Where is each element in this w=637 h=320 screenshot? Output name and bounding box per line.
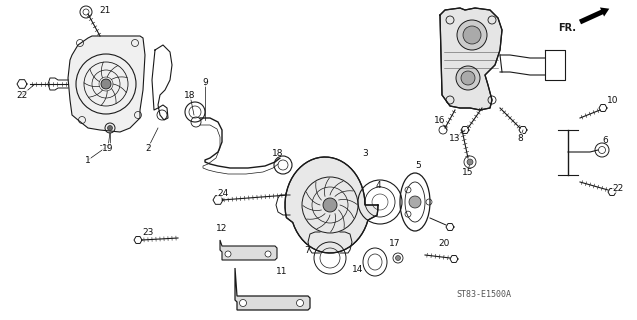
Circle shape [323,198,337,212]
Text: 22: 22 [612,183,624,193]
Polygon shape [235,268,310,310]
Circle shape [240,300,247,307]
Circle shape [409,196,421,208]
Text: 17: 17 [389,238,401,247]
Text: 18: 18 [272,148,283,157]
Text: 2: 2 [145,143,151,153]
Circle shape [265,251,271,257]
Polygon shape [68,36,145,132]
Text: 13: 13 [449,133,461,142]
Circle shape [456,66,480,90]
Text: 8: 8 [517,133,523,142]
Circle shape [225,251,231,257]
Text: 12: 12 [217,223,227,233]
Polygon shape [440,8,502,110]
Text: 23: 23 [142,228,154,236]
Text: 14: 14 [352,266,364,275]
Text: 4: 4 [375,180,381,189]
Text: 5: 5 [415,161,421,170]
Text: 22: 22 [17,91,27,100]
Circle shape [467,159,473,165]
Circle shape [108,125,113,131]
Circle shape [296,300,303,307]
Circle shape [461,71,475,85]
Text: 9: 9 [202,77,208,86]
Circle shape [457,20,487,50]
Text: 20: 20 [438,238,450,247]
Text: 10: 10 [607,95,619,105]
Polygon shape [220,240,277,260]
Text: 24: 24 [217,188,229,197]
Text: 6: 6 [602,135,608,145]
Text: 1: 1 [85,156,91,164]
Text: 19: 19 [103,143,114,153]
Text: 16: 16 [434,116,446,124]
FancyArrow shape [579,7,609,24]
Text: 15: 15 [462,167,474,177]
Text: 18: 18 [184,91,196,100]
Text: 3: 3 [362,148,368,157]
Text: FR.: FR. [558,23,576,33]
Text: 21: 21 [99,5,111,14]
Polygon shape [285,157,378,253]
Circle shape [396,255,401,260]
Circle shape [101,79,111,89]
Text: ST83-E1500A: ST83-E1500A [457,290,512,299]
Text: 11: 11 [276,268,288,276]
Circle shape [463,26,481,44]
Text: 7: 7 [304,245,310,254]
